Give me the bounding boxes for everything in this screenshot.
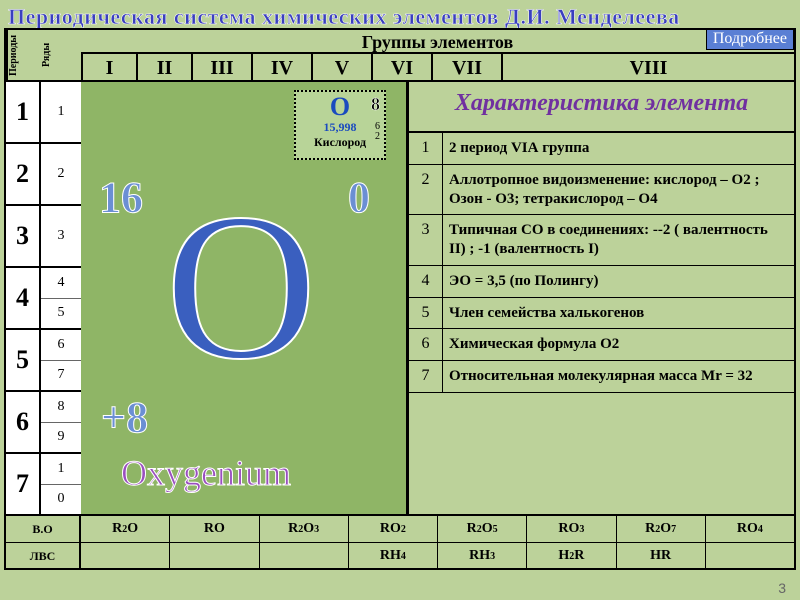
header-side: Периоды Ряды	[6, 30, 81, 82]
header-rows-label: Ряды	[41, 30, 81, 80]
char-row: 2Аллотропное видоизменение: кислород – О…	[409, 165, 794, 216]
char-row-num: 5	[409, 298, 443, 329]
characteristic-panel: Характеристика элемента 12 период VIА гр…	[406, 82, 794, 514]
header-group-columns: IIIIIIIVVVIVIIVIII	[81, 54, 794, 82]
tile-symbol: О	[298, 94, 382, 120]
char-row-num: 4	[409, 266, 443, 297]
char-row: 6Химическая формула О2	[409, 329, 794, 361]
formula-cell: H2R	[526, 543, 615, 569]
formula-cell: RO3	[526, 516, 615, 542]
period-row: 33	[6, 206, 81, 268]
latin-name: Oxygenium	[121, 452, 291, 494]
element-display: 8 О 15,998 Кислород 6 2 16 0 O +8 Oxygen…	[81, 82, 406, 514]
group-col-VI: VI	[371, 54, 431, 80]
row-numbers: 89	[41, 392, 81, 452]
element-tile: 8 О 15,998 Кислород 6 2	[294, 90, 386, 160]
group-col-V: V	[311, 54, 371, 80]
hydride-label: ЛВС	[6, 543, 81, 569]
formula-cell: RH4	[348, 543, 437, 569]
char-row: 12 период VIА группа	[409, 133, 794, 165]
nucleus-charge: +8	[101, 392, 148, 443]
atomic-number: 8	[371, 94, 380, 115]
period-number: 1	[6, 82, 41, 142]
formula-cell: RO4	[705, 516, 794, 542]
char-row-text: Химическая формула О2	[443, 329, 794, 360]
period-row: 11	[6, 82, 81, 144]
period-row: 710	[6, 454, 81, 514]
header-groups-label: Группы элементов	[81, 30, 794, 54]
period-row: 22	[6, 144, 81, 206]
formula-cell: R2O7	[616, 516, 705, 542]
char-row-num: 2	[409, 165, 443, 215]
electron-count: 16	[99, 172, 143, 223]
formula-cell: RO	[169, 516, 258, 542]
period-number: 3	[6, 206, 41, 266]
charge: 0	[348, 172, 370, 223]
row-numbers: 10	[41, 454, 81, 514]
formula-cell: R2O3	[259, 516, 348, 542]
char-row-num: 6	[409, 329, 443, 360]
char-row-text: Относительная молекулярная масса Мr = 32	[443, 361, 794, 392]
formula-cell: RO2	[348, 516, 437, 542]
formula-cell: RH3	[437, 543, 526, 569]
char-row: 4ЭО = 3,5 (по Полингу)	[409, 266, 794, 298]
group-col-VIII: VIII	[501, 54, 794, 80]
period-number: 7	[6, 454, 41, 514]
tile-mass: 15,998	[298, 120, 382, 135]
group-col-II: II	[136, 54, 191, 80]
period-number: 4	[6, 268, 41, 328]
big-symbol: O	[141, 182, 341, 392]
formula-cell	[705, 543, 794, 569]
period-number: 6	[6, 392, 41, 452]
formula-cell	[169, 543, 258, 569]
group-col-IV: IV	[251, 54, 311, 80]
header-periods-label: Периоды	[6, 30, 41, 80]
page-number: 3	[778, 580, 786, 596]
row-numbers: 67	[41, 330, 81, 390]
period-number: 2	[6, 144, 41, 204]
row-numbers: 2	[41, 144, 81, 204]
char-row-num: 3	[409, 215, 443, 265]
period-row: 689	[6, 392, 81, 454]
row-numbers: 1	[41, 82, 81, 142]
formula-cell	[81, 543, 169, 569]
tile-shells: 6 2	[375, 122, 380, 142]
char-row: 3Типичная СО в соединениях: --2 ( валент…	[409, 215, 794, 266]
characteristic-title: Характеристика элемента	[409, 82, 794, 131]
tile-name: Кислород	[298, 135, 382, 150]
char-row-num: 7	[409, 361, 443, 392]
characteristic-table: 12 период VIА группа2Аллотропное видоизм…	[409, 131, 794, 393]
char-row-num: 1	[409, 133, 443, 164]
row-numbers: 45	[41, 268, 81, 328]
group-col-I: I	[81, 54, 136, 80]
formula-cell: HR	[616, 543, 705, 569]
periods-rows-column: 112233445567689710	[6, 82, 81, 514]
char-row-text: 2 период VIА группа	[443, 133, 794, 164]
formula-cell: R2O5	[437, 516, 526, 542]
group-col-III: III	[191, 54, 251, 80]
char-row: 7Относительная молекулярная масса Мr = 3…	[409, 361, 794, 393]
period-row: 445	[6, 268, 81, 330]
char-row-text: ЭО = 3,5 (по Полингу)	[443, 266, 794, 297]
periodic-grid: Периоды Ряды Группы элементов IIIIIIIVVV…	[4, 28, 796, 570]
oxide-label: В.О	[6, 516, 81, 542]
char-row: 5Член семейства халькогенов	[409, 298, 794, 330]
row-numbers: 3	[41, 206, 81, 266]
oxide-hydride-rows: В.О R2OROR2O3RO2R2O5RO3R2O7RO4 ЛВС RH4RH…	[6, 514, 794, 568]
period-number: 5	[6, 330, 41, 390]
page-title: Периодическая система химических элемент…	[0, 0, 800, 30]
char-row-text: Аллотропное видоизменение: кислород – О2…	[443, 165, 794, 215]
char-row-text: Член семейства халькогенов	[443, 298, 794, 329]
char-row-text: Типичная СО в соединениях: --2 ( валентн…	[443, 215, 794, 265]
formula-cell	[259, 543, 348, 569]
group-col-VII: VII	[431, 54, 501, 80]
formula-cell: R2O	[81, 516, 169, 542]
period-row: 567	[6, 330, 81, 392]
